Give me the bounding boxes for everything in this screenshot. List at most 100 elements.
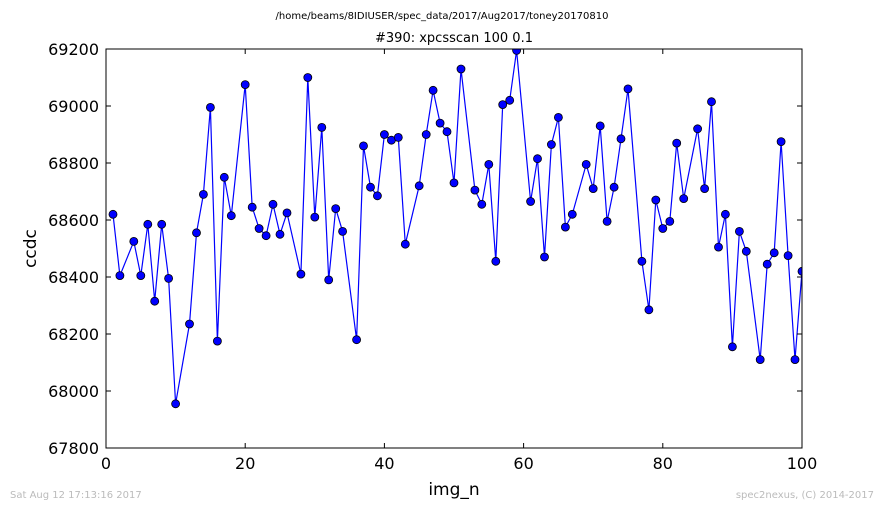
y-tick-label: 68200	[48, 325, 99, 344]
data-point	[171, 399, 181, 409]
data-point	[449, 178, 459, 188]
data-point	[414, 181, 424, 191]
data-point	[526, 197, 535, 206]
data-point	[797, 266, 802, 276]
x-tick-label: 20	[235, 454, 255, 473]
data-point	[359, 141, 368, 151]
data-point	[226, 211, 236, 221]
y-axis-label: ccdc	[21, 229, 41, 268]
data-point	[609, 182, 619, 192]
data-point	[428, 85, 438, 95]
data-point	[783, 251, 793, 261]
data-point	[477, 199, 487, 209]
data-point	[296, 269, 306, 279]
data-point	[672, 138, 682, 148]
y-tick-label: 69200	[48, 40, 99, 59]
y-tick-label: 68400	[48, 268, 99, 287]
data-point	[651, 195, 661, 205]
data-point	[324, 275, 334, 285]
data-point	[741, 246, 751, 256]
data-point	[247, 202, 257, 212]
data-point	[192, 228, 201, 238]
data-point	[665, 216, 675, 226]
data-point	[198, 189, 208, 199]
data-point	[303, 73, 313, 82]
data-point	[205, 103, 215, 112]
data-point	[456, 64, 466, 74]
data-point	[581, 159, 591, 169]
data-point	[310, 212, 320, 222]
data-point	[505, 95, 515, 105]
data-point	[616, 134, 626, 144]
footer-timestamp: Sat Aug 12 17:13:16 2017	[10, 490, 142, 501]
data-point	[400, 239, 410, 249]
data-point	[261, 231, 271, 241]
x-tick-label: 40	[374, 454, 394, 473]
data-point	[755, 355, 765, 365]
data-point	[776, 137, 786, 147]
data-point	[769, 248, 779, 258]
data-point	[275, 229, 285, 239]
data-point	[136, 271, 146, 281]
data-point	[561, 222, 570, 232]
data-point	[554, 113, 563, 122]
data-point	[366, 182, 375, 192]
data-point	[212, 336, 222, 346]
data-point	[442, 127, 452, 137]
data-point	[658, 224, 668, 233]
data-point	[567, 209, 577, 219]
data-point	[721, 209, 730, 219]
data-point	[714, 242, 723, 252]
data-point	[547, 140, 556, 149]
x-axis-label: img_n	[428, 480, 479, 500]
data-point	[693, 124, 702, 134]
data-point	[435, 118, 445, 128]
y-tick-label: 68000	[48, 382, 99, 401]
data-point	[644, 305, 654, 315]
data-point	[352, 335, 362, 345]
data-point	[143, 219, 153, 229]
data-point	[588, 184, 598, 194]
data-point	[679, 194, 689, 204]
data-point	[240, 80, 250, 89]
data-point	[108, 209, 118, 219]
data-point	[157, 219, 167, 229]
x-tick-label: 80	[653, 454, 673, 473]
figure-suptitle: /home/beams/8IDIUSER/spec_data/2017/Aug2…	[276, 11, 609, 22]
x-tick-label: 60	[513, 454, 533, 473]
data-point	[512, 49, 521, 55]
data-point	[129, 236, 139, 246]
data-point	[623, 84, 633, 94]
data-point	[498, 100, 508, 109]
data-point	[790, 355, 800, 365]
data-point	[254, 224, 264, 233]
data-point	[728, 342, 737, 352]
data-point	[421, 130, 431, 139]
data-point	[150, 296, 160, 306]
data-point	[637, 256, 647, 266]
data-point	[484, 159, 494, 169]
data-point	[115, 271, 125, 281]
data-point	[602, 216, 612, 226]
chart-title: #390: xpcsscan 100 0.1	[375, 31, 533, 46]
data-point	[338, 226, 348, 236]
footer-copyright: spec2nexus, (C) 2014-2017	[736, 490, 874, 501]
data-point	[393, 132, 403, 142]
data-point	[268, 199, 278, 209]
x-tick-label: 0	[101, 454, 111, 473]
data-point	[700, 184, 709, 194]
data-point	[533, 154, 542, 164]
data-point	[282, 208, 292, 218]
y-tick-label: 68600	[48, 211, 99, 230]
data-point	[595, 121, 605, 131]
data-point	[379, 130, 389, 139]
data-point	[735, 226, 744, 236]
data-point	[164, 273, 174, 283]
data-point	[707, 97, 716, 107]
y-tick-label: 68800	[48, 154, 99, 173]
data-point	[331, 204, 341, 214]
data-point	[219, 172, 229, 182]
y-tick-label: 69000	[48, 97, 99, 116]
x-tick-label: 100	[787, 454, 818, 473]
